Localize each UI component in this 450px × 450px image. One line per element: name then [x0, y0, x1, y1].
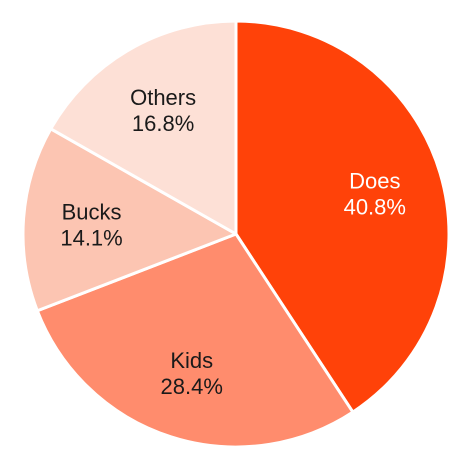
slice-label-kids: Kids	[170, 348, 213, 373]
slice-label-others: Others	[130, 85, 196, 110]
slice-value-bucks: 14.1%	[60, 225, 122, 250]
slice-label-bucks: Bucks	[62, 199, 122, 224]
slices-layer	[21, 19, 450, 449]
slice-value-kids: 28.4%	[161, 374, 223, 399]
slice-value-does: 40.8%	[344, 195, 406, 220]
slice-value-others: 16.8%	[132, 111, 194, 136]
pie-slice-bucks	[21, 127, 238, 313]
pie-slice-kids	[35, 232, 355, 449]
pie-slice-others	[49, 19, 238, 236]
slice-label-does: Does	[349, 169, 400, 194]
